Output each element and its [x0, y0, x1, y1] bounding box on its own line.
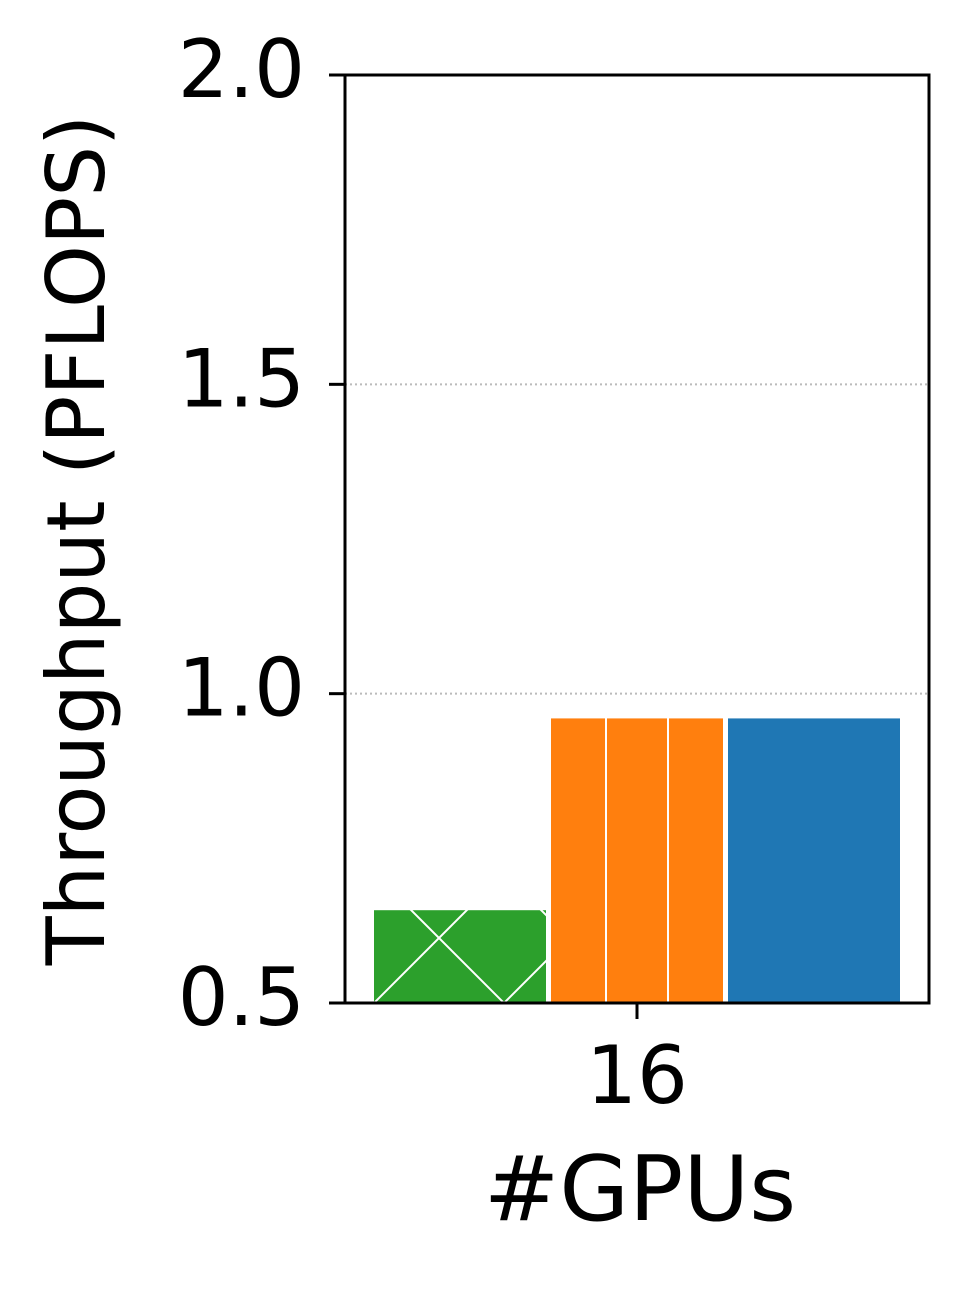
- y-tick-label: 2.0: [178, 23, 305, 116]
- y-tick-label: 1.0: [178, 642, 305, 735]
- y-tick-label: 0.5: [178, 951, 305, 1044]
- x-axis-label: #GPUs: [484, 1137, 796, 1242]
- y-axis-label: Throughput (PFLOPS): [30, 115, 123, 967]
- axes-frame: [343, 73, 931, 1005]
- x-tick-label: 16: [586, 1029, 688, 1122]
- bar: [374, 910, 546, 1003]
- bar: [551, 718, 723, 1003]
- y-tick-label: 1.5: [178, 332, 305, 425]
- bar: [728, 718, 900, 1003]
